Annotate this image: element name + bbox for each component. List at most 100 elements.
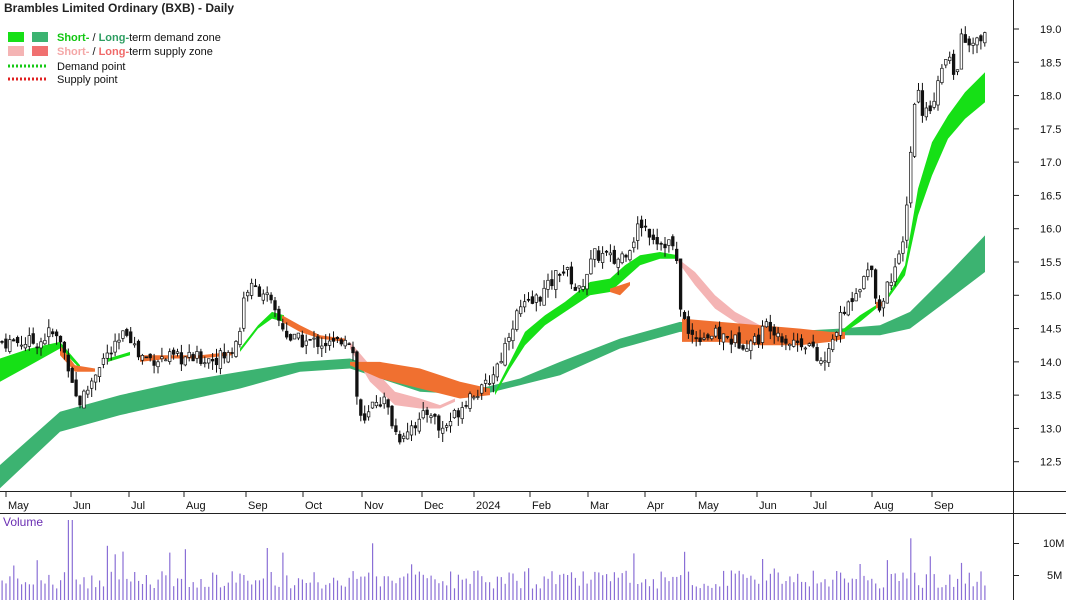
long-term-supply-zone-band — [350, 361, 490, 399]
candle-body — [339, 339, 343, 345]
candle-body — [398, 433, 402, 443]
volume-bar — [492, 588, 495, 600]
volume-bar — [114, 554, 116, 600]
volume-bar — [559, 574, 561, 600]
month-label-jul: Jul — [131, 500, 145, 512]
volume-bar — [937, 587, 939, 600]
volume-bar — [391, 580, 393, 600]
candle-body — [554, 270, 558, 290]
candle-body — [31, 333, 35, 344]
month-label-mar: Mar — [590, 500, 609, 512]
candle-body — [873, 269, 878, 299]
candle-body — [476, 396, 480, 398]
candle-body — [850, 298, 854, 303]
candle-body — [74, 379, 78, 397]
volume-bar — [414, 574, 417, 600]
candle-body — [733, 334, 737, 343]
volume-bar — [804, 582, 807, 600]
volume-bar — [894, 573, 896, 600]
candle-body — [316, 336, 320, 347]
candle-body — [756, 334, 761, 345]
candle-body — [534, 294, 538, 303]
candle-body — [288, 334, 293, 341]
candle-body — [218, 350, 223, 369]
volume-bar — [297, 578, 300, 600]
volume-bar — [122, 551, 124, 600]
volume-bar — [9, 576, 11, 600]
candle-body — [678, 258, 683, 310]
candle-body — [464, 405, 468, 407]
legend-demand-zone: Short- / Long-term demand zone — [57, 32, 221, 44]
candle-body — [686, 316, 691, 334]
month-label-dec: Dec — [424, 500, 444, 512]
candle-body — [121, 330, 125, 339]
candle-body — [413, 425, 418, 429]
y-tick-label: 13.0 — [1040, 423, 1061, 435]
candle-body — [538, 296, 542, 302]
candle-body — [799, 338, 804, 348]
volume-bar — [648, 586, 651, 600]
volume-bar — [684, 551, 686, 600]
volume-bar — [910, 538, 912, 600]
volume-bar — [921, 587, 924, 600]
volume-bar — [711, 587, 713, 600]
candle-body — [749, 340, 753, 351]
volume-bar — [664, 577, 666, 600]
candle-body — [721, 333, 726, 343]
candle-body — [195, 351, 199, 359]
candle-body — [928, 105, 932, 112]
volume-bar — [801, 581, 803, 600]
chart-title: Brambles Limited Ordinary (BXB) - Daily — [4, 1, 234, 15]
candle-body — [780, 336, 784, 343]
candle-body — [125, 329, 129, 336]
candle-body — [932, 100, 936, 108]
candle-body — [101, 357, 106, 365]
candle-body — [366, 411, 371, 418]
volume-bar — [99, 580, 101, 600]
candle-body — [62, 341, 67, 353]
candle-body — [300, 334, 304, 348]
volume-bar — [270, 572, 272, 600]
candle-body — [725, 336, 730, 338]
volume-bar — [110, 571, 112, 600]
volume-bar — [555, 584, 557, 600]
candle-body — [191, 353, 195, 362]
month-label-feb: Feb — [532, 500, 551, 512]
candle-body — [714, 327, 718, 337]
volume-bar — [102, 586, 105, 600]
candle-body — [753, 335, 757, 343]
candle-body — [312, 337, 316, 340]
volume-bar — [165, 575, 167, 600]
candle-body — [144, 356, 148, 359]
candle-body — [671, 236, 675, 247]
volume-bar — [364, 576, 366, 600]
volume-bar — [875, 583, 877, 600]
volume-bar — [83, 577, 85, 600]
candle-body — [269, 294, 273, 301]
candle-body — [597, 250, 601, 261]
volume-bar — [278, 586, 280, 600]
candlesticks — [0, 26, 987, 445]
candle-body — [585, 273, 589, 290]
candle-body — [27, 335, 31, 347]
volume-bar — [118, 579, 120, 600]
candle-body — [35, 346, 39, 349]
volume-bar — [707, 585, 709, 600]
candle-body — [23, 344, 28, 349]
candle-body — [390, 405, 394, 427]
candle-body — [230, 352, 234, 354]
candle-body — [70, 367, 74, 383]
volume-bar — [204, 586, 206, 600]
volume-bar — [485, 582, 487, 600]
volume-bar — [442, 581, 444, 600]
candle-body — [834, 332, 839, 337]
candle-body — [483, 379, 488, 384]
candle-body — [148, 353, 152, 359]
candle-body — [90, 380, 94, 389]
candle-body — [565, 267, 570, 270]
volume-bar — [645, 579, 647, 600]
legend-supply-sep: / — [89, 46, 98, 58]
volume-bar — [282, 552, 284, 600]
volume-bar — [812, 570, 814, 600]
candle-body — [522, 301, 527, 308]
